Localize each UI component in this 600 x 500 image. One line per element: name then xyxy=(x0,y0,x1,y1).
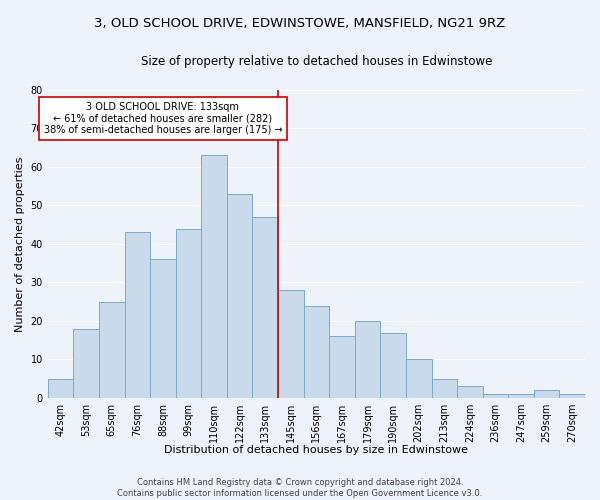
Bar xyxy=(48,378,73,398)
Text: 3, OLD SCHOOL DRIVE, EDWINSTOWE, MANSFIELD, NG21 9RZ: 3, OLD SCHOOL DRIVE, EDWINSTOWE, MANSFIE… xyxy=(94,18,506,30)
Bar xyxy=(534,390,559,398)
Bar xyxy=(482,394,508,398)
Bar xyxy=(304,306,329,398)
Bar xyxy=(329,336,355,398)
Bar xyxy=(201,156,227,398)
Bar xyxy=(278,290,304,398)
Bar xyxy=(457,386,482,398)
Bar xyxy=(355,321,380,398)
X-axis label: Distribution of detached houses by size in Edwinstowe: Distribution of detached houses by size … xyxy=(164,445,469,455)
Bar xyxy=(380,332,406,398)
Bar xyxy=(125,232,150,398)
Y-axis label: Number of detached properties: Number of detached properties xyxy=(15,156,25,332)
Bar xyxy=(431,378,457,398)
Text: 3 OLD SCHOOL DRIVE: 133sqm
← 61% of detached houses are smaller (282)
38% of sem: 3 OLD SCHOOL DRIVE: 133sqm ← 61% of deta… xyxy=(44,102,282,134)
Bar xyxy=(73,328,99,398)
Bar xyxy=(508,394,534,398)
Bar xyxy=(253,217,278,398)
Bar xyxy=(150,260,176,398)
Title: Size of property relative to detached houses in Edwinstowe: Size of property relative to detached ho… xyxy=(141,55,492,68)
Bar xyxy=(406,360,431,398)
Bar xyxy=(559,394,585,398)
Bar xyxy=(176,228,201,398)
Bar xyxy=(99,302,125,398)
Bar xyxy=(227,194,253,398)
Text: Contains HM Land Registry data © Crown copyright and database right 2024.
Contai: Contains HM Land Registry data © Crown c… xyxy=(118,478,482,498)
